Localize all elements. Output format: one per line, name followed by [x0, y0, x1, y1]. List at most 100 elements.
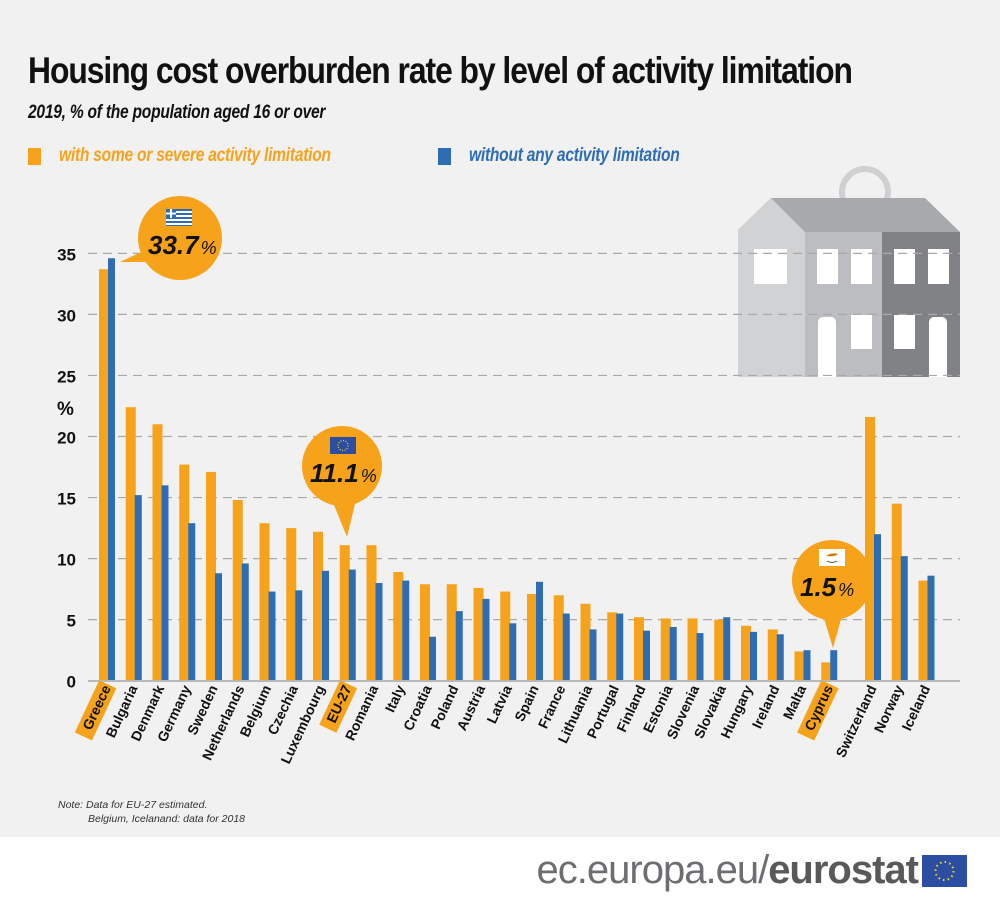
y-axis-label: %: [57, 399, 74, 420]
y-tick-label: 15: [57, 490, 76, 509]
y-tick-label: 25: [57, 367, 76, 386]
bar-without-limitation-croatia: [429, 636, 436, 681]
y-tick-label: 30: [57, 306, 76, 325]
bar-without-limitation-italy: [402, 580, 410, 681]
bar-without-limitation-slovakia: [723, 617, 731, 681]
bar-with-limitation-slovenia: [687, 618, 698, 681]
bar-with-limitation-eu-27: [339, 545, 350, 681]
legend-swatch-blue: [438, 147, 451, 165]
bar-without-limitation-finland: [643, 630, 650, 681]
bar-with-limitation-czechia: [286, 528, 297, 681]
cyprus-flag-icon: [819, 549, 845, 566]
bar-with-limitation-iceland: [918, 580, 929, 681]
bar-with-limitation-denmark: [152, 424, 163, 681]
bar-without-limitation-norway: [900, 556, 908, 681]
callout-greece: 33.7%: [120, 196, 222, 280]
footer-brand: eurostat: [768, 848, 919, 892]
bar-without-limitation-greece: [108, 258, 115, 681]
bar-with-limitation-bulgaria: [125, 407, 136, 681]
bar-without-limitation-luxembourg: [322, 570, 329, 681]
bar-without-limitation-cyprus: [830, 650, 838, 681]
bar-with-limitation-spain: [527, 594, 537, 681]
bar-without-limitation-switzerland: [874, 534, 881, 681]
footer-url: ec.europa.eu/: [536, 848, 770, 892]
x-tick-label: Italy: [382, 682, 408, 714]
x-tick-highlight: [319, 680, 358, 733]
footnote: Note: Data for EU-27 estimated. Belgium,…: [58, 798, 245, 826]
bar-without-limitation-spain: [536, 581, 543, 681]
greece-flag-icon: [166, 209, 192, 226]
bar-with-limitation-sweden: [206, 471, 216, 681]
bar-without-limitation-bulgaria: [134, 495, 142, 681]
y-tick-label: 10: [57, 551, 76, 570]
note-line-2: Belgium, Icelanand: data for 2018: [88, 813, 246, 825]
y-tick-label: 5: [67, 612, 76, 631]
bar-without-limitation-iceland: [927, 575, 935, 681]
bar-without-limitation-eu-27: [348, 569, 356, 681]
x-tick-label-group: Latvia: [483, 682, 515, 726]
legend-label: without any activity limitation: [469, 145, 680, 166]
y-tick-label: 35: [57, 245, 76, 264]
y-axis-ticks: 0 5 10 15 20 25 30 35: [57, 245, 76, 691]
bar-with-limitation-norway: [891, 503, 902, 681]
eu-flag-icon: [330, 437, 356, 454]
bar-without-limitation-romania: [375, 583, 383, 681]
bar-with-limitation-portugal: [607, 612, 618, 681]
bar-with-limitation-estonia: [660, 618, 671, 681]
bar-with-limitation-luxembourg: [313, 531, 323, 681]
bar-without-limitation-czechia: [295, 590, 303, 681]
bar-with-limitation-ireland: [767, 629, 778, 681]
x-tick-label-group: Italy: [382, 682, 408, 714]
bar-with-limitation-finland: [634, 617, 644, 681]
x-tick-label-group: Switzerland: [832, 683, 879, 760]
bar-with-limitation-netherlands: [232, 499, 243, 681]
bars: [99, 258, 935, 681]
bar-without-limitation-sweden: [215, 573, 222, 681]
bar-without-limitation-netherlands: [241, 563, 249, 681]
x-tick-highlight: [797, 680, 839, 741]
bar-without-limitation-belgium: [268, 591, 276, 681]
x-tick-label: Latvia: [483, 682, 515, 726]
chart-subtitle: 2019, % of the population aged 16 or ove…: [28, 102, 326, 123]
legend-label: with some or severe activity limitation: [59, 145, 331, 166]
bar-with-limitation-lithuania: [580, 603, 591, 681]
bar-without-limitation-germany: [188, 523, 196, 681]
x-tick-highlight: [74, 680, 117, 741]
bar-with-limitation-hungary: [741, 625, 751, 681]
legend-item-with-limitation: with some or severe activity limitation: [28, 145, 390, 167]
bar-with-limitation-cyprus: [821, 662, 832, 681]
bar-without-limitation-latvia: [509, 623, 517, 681]
bar-without-limitation-hungary: [750, 631, 757, 681]
bar-without-limitation-slovenia: [696, 633, 704, 681]
bar-with-limitation-malta: [794, 651, 805, 681]
house-illustration-icon: [738, 166, 960, 377]
bar-with-limitation-slovakia: [714, 619, 725, 681]
callout-value: 11.1%: [310, 458, 377, 488]
bar-without-limitation-denmark: [161, 485, 169, 681]
callout-cyprus: 1.5%: [792, 540, 872, 648]
eu-flag-icon: [922, 855, 967, 887]
callout-value: 1.5%: [800, 572, 854, 602]
bar-without-limitation-ireland: [776, 634, 784, 681]
bar-with-limitation-france: [553, 595, 564, 681]
bar-without-limitation-austria: [482, 598, 490, 681]
bar-with-limitation-croatia: [420, 584, 430, 681]
chart-title: Housing cost overburden rate by level of…: [28, 50, 853, 91]
bar-without-limitation-malta: [803, 650, 811, 681]
callout-eu27: 11.1%: [302, 426, 382, 537]
bar-without-limitation-lithuania: [589, 629, 597, 681]
bar-without-limitation-estonia: [669, 626, 677, 681]
eurostat-footer-link[interactable]: ec.europa.eu/eurostat: [536, 848, 919, 893]
bar-with-limitation-austria: [473, 587, 484, 681]
bar-with-limitation-italy: [393, 572, 404, 681]
legend-swatch-orange: [28, 147, 41, 165]
note-line-1: Note: Data for EU-27 estimated.: [58, 799, 208, 811]
x-tick-label: Switzerland: [832, 683, 879, 760]
bar-without-limitation-portugal: [616, 613, 624, 681]
bar-without-limitation-poland: [455, 611, 463, 681]
bar-with-limitation-switzerland: [865, 416, 875, 681]
bar-with-limitation-greece: [99, 269, 109, 681]
bar-with-limitation-poland: [446, 584, 457, 681]
x-axis-labels: GreeceBulgariaDenmarkGermanySwedenNether…: [74, 680, 933, 766]
y-tick-label: 0: [67, 673, 76, 692]
